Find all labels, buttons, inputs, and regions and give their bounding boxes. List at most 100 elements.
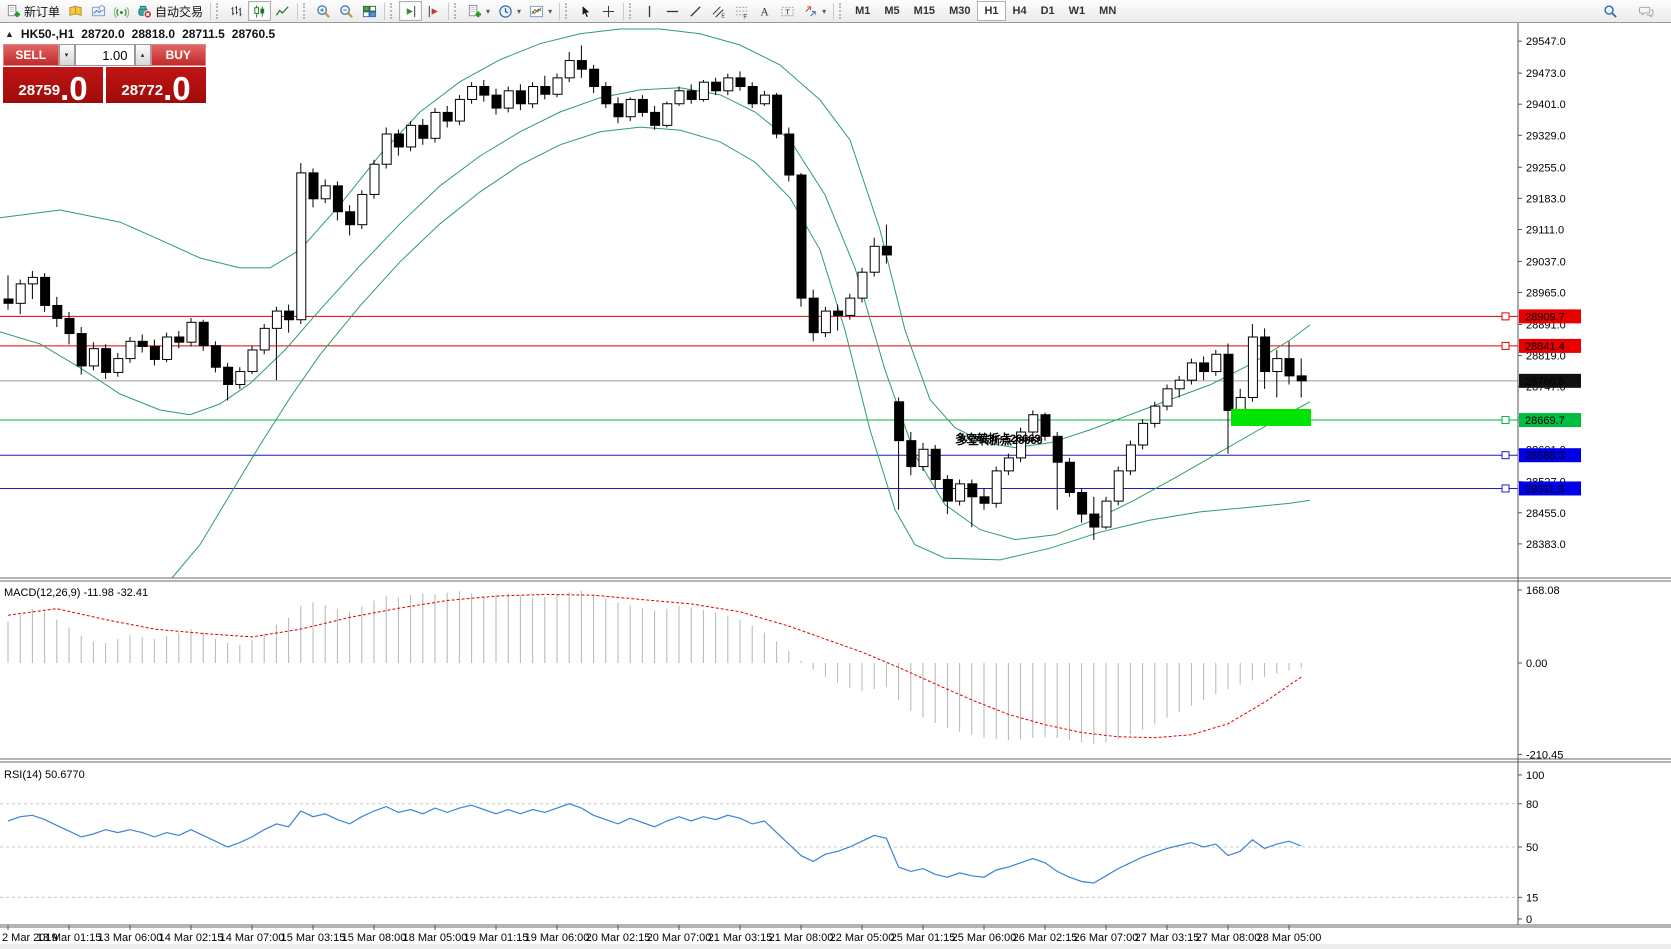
hline-endpoint-28669.7[interactable] [1501, 416, 1510, 425]
toolbar-button-tf-mn[interactable]: MN [1092, 1, 1123, 21]
candle-body [27, 276, 38, 285]
toolbar-button-horizontal-line[interactable] [661, 1, 684, 21]
periods-dropdown-arrow-icon[interactable]: ▾ [517, 6, 522, 16]
toolbar-grip[interactable] [839, 3, 846, 19]
toolbar-button-trendline[interactable] [684, 1, 707, 21]
candle-body [1150, 405, 1161, 424]
toolbar-button-tf-m15[interactable]: M15 [907, 1, 942, 21]
trendline-icon [688, 4, 703, 19]
candle-body [64, 317, 75, 335]
collapse-panel-arrow-icon[interactable]: ▲ [5, 29, 14, 39]
ohlc-close: 28760.5 [231, 27, 276, 41]
toolbar-grip[interactable] [216, 3, 223, 19]
toolbar-button-vertical-line[interactable] [638, 1, 661, 21]
svg-text:F: F [743, 13, 747, 18]
toolbar-button-zoom-in[interactable] [312, 1, 335, 21]
toolbar-separator [833, 2, 835, 20]
toolbar-button-text[interactable]: A [753, 1, 776, 21]
toolbar-separator [210, 2, 212, 20]
toolbar-button-tf-h1[interactable]: H1 [977, 1, 1006, 21]
candle-body [186, 321, 197, 343]
candle-body [1003, 457, 1014, 472]
toolbar-grip[interactable] [454, 3, 461, 19]
toolbar-button-periods[interactable]: ▾ [494, 1, 525, 21]
ohlc-open: 28720.0 [81, 27, 125, 41]
hline-endpoint-28841.4[interactable] [1501, 341, 1510, 350]
toolbar-button-line-chart[interactable] [271, 1, 294, 21]
toolbar-button-tile-windows[interactable] [358, 1, 381, 21]
toolbar-button-chart-shift[interactable] [422, 1, 445, 21]
toolbar-button-fibonacci[interactable]: F [730, 1, 753, 21]
price-tick-label: 28819.0 [1526, 351, 1566, 363]
time-tick-label: 21 Mar 08:00 [769, 932, 834, 944]
price-badge-label: 28669.7 [1525, 415, 1565, 427]
candle-body [247, 349, 258, 373]
toolbar-button-signals[interactable] [110, 1, 133, 21]
price-tick-label: 29037.0 [1526, 256, 1566, 268]
toolbar-button-new-order[interactable]: 新订单 [2, 1, 64, 21]
volume-increase-button[interactable]: ▴ [134, 44, 151, 66]
annotation-text[interactable]: 多空转折点28669 [955, 431, 1041, 445]
candle-body [259, 327, 270, 351]
toolbar-grip[interactable] [629, 3, 636, 19]
toolbar-button-tf-h4[interactable]: H4 [1006, 1, 1034, 21]
svg-text:A: A [761, 6, 770, 18]
sell-price-button[interactable]: 28759 .0 [3, 67, 103, 105]
hline-endpoint-28511.3[interactable] [1501, 484, 1510, 493]
toolbar-button-zoom-out[interactable] [335, 1, 358, 21]
candle-body [1296, 375, 1307, 382]
chart-background [0, 23, 1671, 949]
toolbar-button-data-window[interactable] [87, 1, 110, 21]
hline-endpoint-28588.3[interactable] [1501, 451, 1510, 460]
toolbar-grip[interactable] [390, 3, 397, 19]
candle-body [1260, 336, 1271, 373]
toolbar-button-equidistant-channel[interactable]: E [707, 1, 730, 21]
arrows-dropdown-arrow-icon[interactable]: ▾ [822, 6, 827, 16]
highlight-rectangle[interactable] [1231, 409, 1311, 426]
toolbar-button-candlestick-chart[interactable] [248, 1, 272, 21]
toolbar-button-tf-d1[interactable]: D1 [1034, 1, 1062, 21]
crosshair-icon [601, 4, 616, 19]
toolbar-button-cursor[interactable] [574, 1, 597, 21]
toolbar-grip[interactable] [303, 3, 310, 19]
toolbar-separator [559, 2, 561, 20]
toolbar-button-tf-w1[interactable]: W1 [1062, 1, 1093, 21]
toolbar-button-chat[interactable] [1635, 1, 1661, 21]
toolbar-button-bar-chart[interactable] [225, 1, 248, 21]
candle-body [491, 94, 502, 109]
candle-body [1162, 388, 1173, 407]
toolbar-button-arrows[interactable]: ▾ [799, 1, 830, 21]
toolbar-button-tf-m30[interactable]: M30 [942, 1, 977, 21]
toolbar-button-search[interactable] [1599, 1, 1625, 21]
buy-button[interactable]: BUY [150, 44, 206, 66]
toolbar-group-zoom [312, 0, 381, 22]
toolbar-button-crosshair[interactable] [597, 1, 620, 21]
toolbar-button-text-label[interactable]: T [776, 1, 799, 21]
candle-body [503, 90, 514, 109]
toolbar-button-tf-m1[interactable]: M1 [848, 1, 877, 21]
hline-endpoint-28909.7[interactable] [1501, 312, 1510, 321]
sell-button[interactable]: SELL [3, 44, 59, 66]
price-tick-label: 29547.0 [1526, 36, 1566, 48]
toolbar-button-auto-trading[interactable]: 自动交易 [133, 1, 207, 21]
candlesticks [3, 45, 1307, 540]
volume-decrease-button[interactable]: ▾ [58, 44, 75, 66]
line-chart-icon [275, 4, 290, 19]
signals-icon [114, 4, 130, 19]
candle-body [979, 496, 990, 504]
toolbar-button-indicators[interactable]: ▾ [463, 1, 494, 21]
toolbar-button-templates[interactable]: ▾ [525, 1, 556, 21]
templates-dropdown-arrow-icon[interactable]: ▾ [548, 6, 553, 16]
indicators-dropdown-arrow-icon[interactable]: ▾ [486, 6, 491, 16]
toolbar-button-market-watch[interactable] [64, 1, 87, 21]
volume-input[interactable] [74, 44, 135, 66]
toolbar-grip[interactable] [565, 3, 572, 19]
toolbar-button-tf-m5[interactable]: M5 [877, 1, 906, 21]
symbol-period-label: HK50-,H1 [20, 27, 75, 41]
buy-price-button[interactable]: 28772 .0 [106, 67, 206, 105]
toolbar-button-auto-scroll[interactable] [399, 1, 423, 21]
candle-body [1284, 358, 1295, 377]
ohlc-low: 28711.5 [182, 27, 225, 41]
horizontal-line-icon [665, 4, 680, 19]
